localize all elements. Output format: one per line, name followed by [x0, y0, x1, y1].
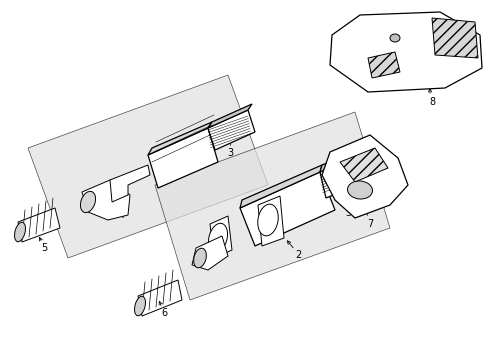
Ellipse shape: [15, 222, 25, 242]
Text: 5: 5: [41, 243, 47, 253]
Polygon shape: [138, 280, 182, 316]
Polygon shape: [209, 216, 231, 258]
Polygon shape: [319, 152, 374, 198]
Polygon shape: [207, 104, 251, 128]
Polygon shape: [82, 180, 130, 220]
Polygon shape: [240, 172, 334, 246]
Polygon shape: [155, 112, 389, 300]
Text: 1: 1: [175, 138, 181, 148]
Text: 3: 3: [344, 208, 350, 218]
Text: 7: 7: [366, 219, 372, 229]
Ellipse shape: [134, 296, 145, 316]
Polygon shape: [329, 12, 481, 92]
Text: 8: 8: [428, 97, 434, 107]
Text: 3: 3: [226, 148, 233, 158]
Ellipse shape: [80, 192, 95, 213]
Text: 6: 6: [161, 308, 167, 318]
Polygon shape: [258, 196, 284, 246]
Text: 2: 2: [294, 250, 301, 260]
Polygon shape: [110, 165, 150, 202]
Polygon shape: [192, 236, 227, 270]
Text: 4: 4: [119, 210, 125, 220]
Ellipse shape: [193, 248, 206, 268]
Polygon shape: [339, 148, 387, 182]
Polygon shape: [321, 135, 407, 218]
Text: 4: 4: [206, 245, 213, 255]
Polygon shape: [367, 52, 399, 78]
Polygon shape: [18, 208, 60, 242]
Ellipse shape: [208, 223, 227, 253]
Polygon shape: [207, 110, 254, 150]
Polygon shape: [28, 75, 267, 258]
Polygon shape: [240, 165, 321, 208]
Polygon shape: [431, 18, 477, 58]
Polygon shape: [148, 122, 212, 155]
Polygon shape: [148, 128, 218, 188]
Ellipse shape: [389, 34, 399, 42]
Polygon shape: [319, 146, 369, 172]
Ellipse shape: [257, 204, 278, 236]
Ellipse shape: [347, 181, 372, 199]
